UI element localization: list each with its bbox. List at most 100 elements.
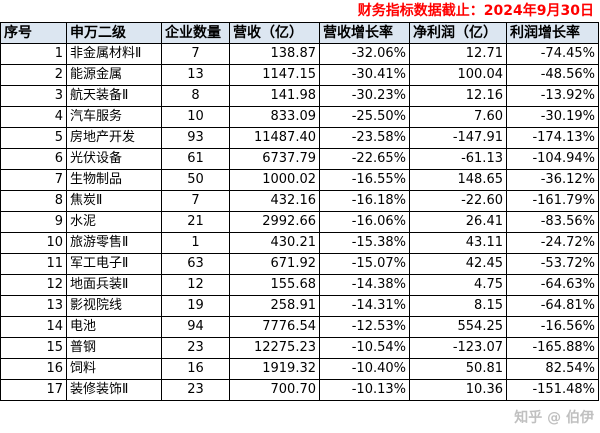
profit-growth-cell: -13.92% xyxy=(506,85,599,107)
company-count-cell: 1 xyxy=(161,232,230,254)
profit-growth-cell: -24.72% xyxy=(506,232,599,254)
revenue-cell: 141.98 xyxy=(229,85,320,107)
company-count-cell: 50 xyxy=(161,169,230,191)
industry-name-cell: 房地产开发 xyxy=(66,127,162,149)
row-index-cell: 15 xyxy=(0,337,67,359)
net-profit-cell: 100.04 xyxy=(409,64,507,86)
industry-name-cell: 水泥 xyxy=(66,211,162,233)
revenue-cell: 12275.23 xyxy=(229,337,320,359)
table-row: 15 普钢 23 12275.23 -10.54% -123.07 -165.88% xyxy=(0,337,599,359)
profit-growth-cell: -64.63% xyxy=(506,274,599,296)
industry-name-cell: 焦炭Ⅱ xyxy=(66,190,162,212)
industry-name-cell: 能源金属 xyxy=(66,64,162,86)
industry-name-cell: 军工电子Ⅱ xyxy=(66,253,162,275)
profit-growth-cell: -53.72% xyxy=(506,253,599,275)
profit-growth-cell: -64.81% xyxy=(506,295,599,317)
profit-growth-cell: -83.56% xyxy=(506,211,599,233)
revenue-cell: 1919.32 xyxy=(229,358,320,380)
col-header-revenue-growth: 营收增长率 xyxy=(319,22,410,44)
revenue-growth-cell: -16.06% xyxy=(319,211,410,233)
industry-name-cell: 汽车服务 xyxy=(66,106,162,128)
revenue-growth-cell: -15.07% xyxy=(319,253,410,275)
company-count-cell: 93 xyxy=(161,127,230,149)
row-index-cell: 12 xyxy=(0,274,67,296)
revenue-growth-cell: -16.55% xyxy=(319,169,410,191)
row-index-cell: 17 xyxy=(0,379,67,401)
industry-name-cell: 影视院线 xyxy=(66,295,162,317)
company-count-cell: 13 xyxy=(161,64,230,86)
table-row: 16 饲料 16 1919.32 -10.40% 50.81 82.54% xyxy=(0,358,599,380)
company-count-cell: 23 xyxy=(161,337,230,359)
revenue-cell: 6737.79 xyxy=(229,148,320,170)
profit-growth-cell: -48.56% xyxy=(506,64,599,86)
row-index-cell: 2 xyxy=(0,64,67,86)
table-row: 9 水泥 21 2992.66 -16.06% 26.41 -83.56% xyxy=(0,211,599,233)
industry-name-cell: 地面兵装Ⅱ xyxy=(66,274,162,296)
data-date-caption: 财务指标数据截止：2024年9月30日 xyxy=(357,3,594,19)
row-index-cell: 16 xyxy=(0,358,67,380)
profit-growth-cell: -165.88% xyxy=(506,337,599,359)
revenue-cell: 1147.15 xyxy=(229,64,320,86)
revenue-growth-cell: -12.53% xyxy=(319,316,410,338)
net-profit-cell: 554.25 xyxy=(409,316,507,338)
row-index-cell: 5 xyxy=(0,127,67,149)
revenue-growth-cell: -32.06% xyxy=(319,43,410,65)
company-count-cell: 8 xyxy=(161,85,230,107)
company-count-cell: 16 xyxy=(161,358,230,380)
revenue-growth-cell: -10.40% xyxy=(319,358,410,380)
revenue-growth-cell: -10.54% xyxy=(319,337,410,359)
industry-name-cell: 生物制品 xyxy=(66,169,162,191)
industry-name-cell: 装修装饰Ⅱ xyxy=(66,379,162,401)
company-count-cell: 61 xyxy=(161,148,230,170)
profit-growth-cell: -36.12% xyxy=(506,169,599,191)
revenue-cell: 432.16 xyxy=(229,190,320,212)
col-header-count: 企业数量 xyxy=(161,22,230,44)
industry-name-cell: 电池 xyxy=(66,316,162,338)
table-row: 8 焦炭Ⅱ 7 432.16 -16.18% -22.60 -161.79% xyxy=(0,190,599,212)
row-index-cell: 1 xyxy=(0,43,67,65)
net-profit-cell: 43.11 xyxy=(409,232,507,254)
revenue-growth-cell: -15.38% xyxy=(319,232,410,254)
net-profit-cell: -22.60 xyxy=(409,190,507,212)
col-header-profit-growth: 利润增长率 xyxy=(506,22,599,44)
profit-growth-cell: -16.56% xyxy=(506,316,599,338)
table-row: 2 能源金属 13 1147.15 -30.41% 100.04 -48.56% xyxy=(0,64,599,86)
revenue-growth-cell: -16.18% xyxy=(319,190,410,212)
industry-name-cell: 饲料 xyxy=(66,358,162,380)
table-row: 6 光伏设备 61 6737.79 -22.65% -61.13 -104.94% xyxy=(0,148,599,170)
revenue-cell: 1000.02 xyxy=(229,169,320,191)
industry-name-cell: 旅游零售Ⅱ xyxy=(66,232,162,254)
company-count-cell: 7 xyxy=(161,43,230,65)
revenue-growth-cell: -14.38% xyxy=(319,274,410,296)
revenue-growth-cell: -25.50% xyxy=(319,106,410,128)
revenue-cell: 700.70 xyxy=(229,379,320,401)
table-row: 3 航天装备Ⅱ 8 141.98 -30.23% 12.16 -13.92% xyxy=(0,85,599,107)
revenue-growth-cell: -23.58% xyxy=(319,127,410,149)
revenue-cell: 833.09 xyxy=(229,106,320,128)
net-profit-cell: 50.81 xyxy=(409,358,507,380)
table-row: 17 装修装饰Ⅱ 23 700.70 -10.13% 10.36 -151.48% xyxy=(0,379,599,401)
profit-growth-cell: -161.79% xyxy=(506,190,599,212)
profit-growth-cell: -174.13% xyxy=(506,127,599,149)
revenue-cell: 155.68 xyxy=(229,274,320,296)
company-count-cell: 10 xyxy=(161,106,230,128)
table-row: 12 地面兵装Ⅱ 12 155.68 -14.38% 4.75 -64.63% xyxy=(0,274,599,296)
revenue-growth-cell: -14.31% xyxy=(319,295,410,317)
revenue-growth-cell: -10.13% xyxy=(319,379,410,401)
industry-name-cell: 普钢 xyxy=(66,337,162,359)
revenue-cell: 7776.54 xyxy=(229,316,320,338)
watermark: 知乎 @ 伯伊 xyxy=(514,410,594,426)
company-count-cell: 21 xyxy=(161,211,230,233)
industry-name-cell: 航天装备Ⅱ xyxy=(66,85,162,107)
revenue-cell: 2992.66 xyxy=(229,211,320,233)
row-index-cell: 7 xyxy=(0,169,67,191)
company-count-cell: 19 xyxy=(161,295,230,317)
row-index-cell: 11 xyxy=(0,253,67,275)
table-body: 1 非金属材料Ⅱ 7 138.87 -32.06% 12.71 -74.45% 2 能源金属 13… xyxy=(0,43,599,401)
table-row: 13 影视院线 19 258.91 -14.31% 8.15 -64.81% xyxy=(0,295,599,317)
revenue-growth-cell: -30.41% xyxy=(319,64,410,86)
col-header-index: 序号 xyxy=(0,22,67,44)
row-index-cell: 10 xyxy=(0,232,67,254)
net-profit-cell: 12.71 xyxy=(409,43,507,65)
